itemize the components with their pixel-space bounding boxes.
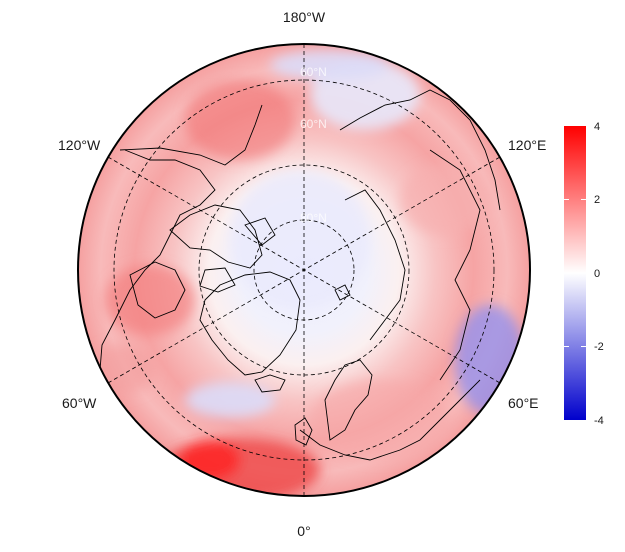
lon-label-60w: 60°W	[62, 395, 97, 411]
colorbar-ticks	[564, 199, 586, 347]
longitude-labels: 180°W 120°W 120°E 60°W 60°E 0°	[58, 9, 546, 539]
lat-label-a: 60°N	[300, 65, 327, 79]
meridian-120w-60e	[107, 156, 501, 384]
graticule	[107, 44, 501, 496]
colorbar-tick-neg4: -4	[594, 415, 604, 427]
alaska-coast	[119, 104, 263, 166]
coastlines	[99, 89, 501, 461]
scandinavia-outline	[324, 359, 373, 441]
europe-coast	[299, 379, 481, 461]
lat-label-b: 60°N	[300, 117, 327, 131]
lat-label-c: 80°N	[300, 211, 327, 225]
canadian-archipelago-outline	[169, 204, 276, 293]
colorbar-tick-neg2: -2	[594, 341, 604, 353]
russia-arctic-coast	[344, 189, 406, 341]
hudson-bay	[129, 261, 186, 319]
anomaly-field	[78, 44, 530, 496]
lon-label-120w: 120°W	[58, 137, 101, 153]
map-border	[77, 43, 531, 497]
north-america-coast	[99, 149, 216, 371]
lon-label-0: 0°	[297, 523, 310, 539]
latitude-labels: 60°N 60°N 80°N	[300, 65, 327, 225]
siberia-coast	[339, 89, 501, 211]
latitude-40-circle	[113, 79, 495, 461]
british-isles-outline	[294, 417, 313, 446]
colorbar-tick-4: 4	[594, 121, 600, 133]
colorbar-tick-0: 0	[594, 268, 600, 280]
asia-interior-borders	[429, 149, 481, 381]
svalbard-outline	[334, 284, 351, 301]
colorbar-gradient	[564, 126, 586, 420]
iceland-outline	[254, 374, 286, 393]
colorbar: 4 2 0 -2 -4	[564, 121, 604, 427]
lon-label-60e: 60°E	[508, 395, 539, 411]
colorbar-tick-2: 2	[594, 194, 600, 206]
greenland-outline	[199, 271, 301, 376]
lon-label-120e: 120°E	[508, 137, 546, 153]
lon-label-180w: 180°W	[283, 9, 326, 25]
